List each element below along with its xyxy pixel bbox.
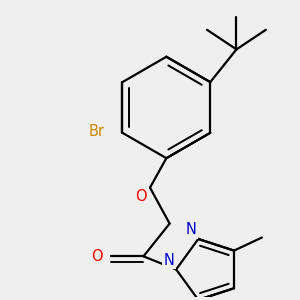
Text: O: O — [91, 249, 103, 264]
Text: N: N — [186, 222, 197, 237]
Text: O: O — [135, 189, 147, 204]
Text: Br: Br — [88, 124, 104, 139]
Text: N: N — [164, 253, 175, 268]
